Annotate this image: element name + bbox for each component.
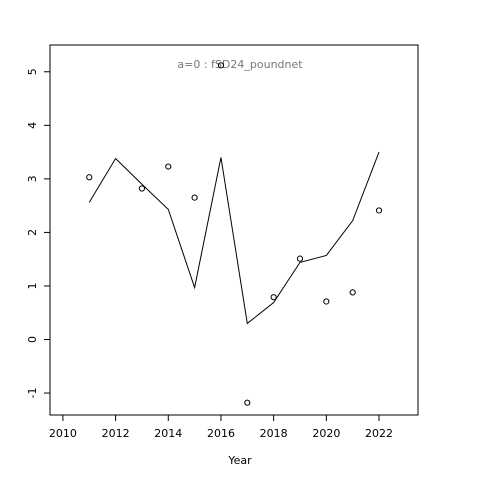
x-tick-label: 2012 xyxy=(102,427,130,440)
chart-title: a=0 : fSD24_poundnet xyxy=(177,58,303,71)
series-line xyxy=(88,151,380,325)
y-tick-label: -1 xyxy=(26,388,39,399)
data-point xyxy=(191,194,198,201)
y-tick-label: 0 xyxy=(26,336,39,343)
data-point xyxy=(138,185,146,192)
data-point xyxy=(349,289,356,296)
y-tick-label: 1 xyxy=(26,282,39,289)
data-point xyxy=(244,399,251,406)
data-point xyxy=(86,174,93,181)
data-point xyxy=(165,163,172,170)
x-tick-label: 2014 xyxy=(154,427,182,440)
plot-box xyxy=(49,44,419,416)
x-tick-label: 2010 xyxy=(49,427,77,440)
y-tick-label: 5 xyxy=(26,68,39,75)
y-tick-label: 3 xyxy=(26,175,39,182)
data-point xyxy=(375,207,383,214)
y-tick-label: 4 xyxy=(26,122,39,129)
x-tick-label: 2020 xyxy=(312,427,340,440)
data-point xyxy=(296,255,304,262)
data-point xyxy=(217,62,225,69)
x-tick-label: 2022 xyxy=(365,427,393,440)
x-tick-label: 2018 xyxy=(260,427,288,440)
x-axis-label: Year xyxy=(227,454,252,467)
x-tick-label: 2016 xyxy=(207,427,235,440)
data-point xyxy=(323,298,330,305)
data-point xyxy=(270,294,277,301)
y-tick-label: 2 xyxy=(26,229,39,236)
